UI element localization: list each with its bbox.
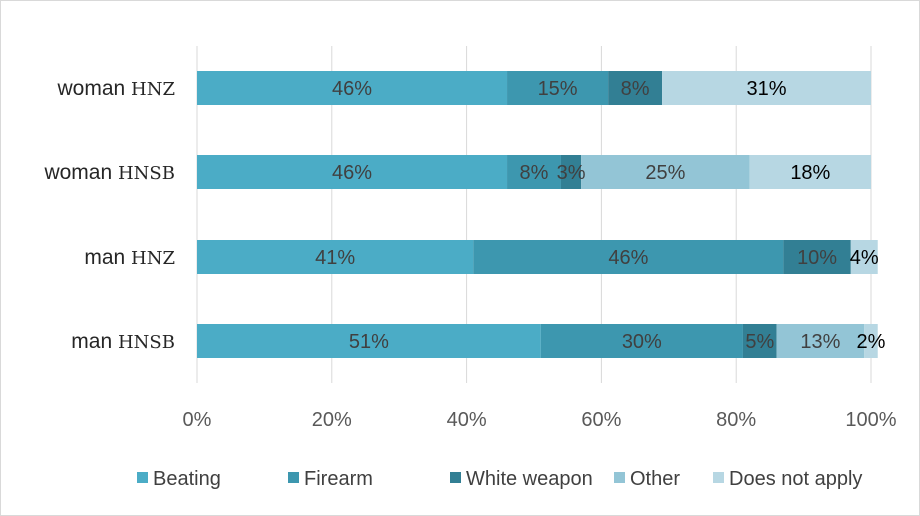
legend-label: Does not apply bbox=[729, 468, 862, 490]
bar-segment bbox=[749, 155, 871, 189]
data-label: 46% bbox=[332, 78, 372, 100]
data-label: 8% bbox=[520, 162, 549, 184]
data-label: 8% bbox=[621, 78, 650, 100]
data-label: 15% bbox=[538, 78, 578, 100]
data-label: 18% bbox=[790, 162, 830, 184]
bar-segment bbox=[473, 240, 784, 274]
category-axis: woman HNZ woman HNSB man HNZ man HNSB bbox=[43, 77, 175, 353]
data-label: 4% bbox=[850, 247, 879, 269]
bar-segment bbox=[197, 324, 541, 358]
bar-segment bbox=[662, 71, 871, 105]
x-tick-label: 40% bbox=[447, 409, 487, 431]
data-label: 41% bbox=[315, 247, 355, 269]
bar-segment bbox=[560, 155, 582, 189]
legend-swatch bbox=[288, 472, 299, 483]
bar-segment bbox=[783, 240, 851, 274]
legend-swatch bbox=[137, 472, 148, 483]
x-tick-label: 80% bbox=[716, 409, 756, 431]
bar-segment bbox=[540, 324, 743, 358]
data-label: 46% bbox=[608, 247, 648, 269]
legend-label: White weapon bbox=[466, 468, 593, 490]
legend-label: Beating bbox=[153, 468, 221, 490]
category-label: man HNZ bbox=[84, 246, 175, 269]
category-label: man HNSB bbox=[71, 330, 175, 353]
data-label: 10% bbox=[797, 247, 837, 269]
bar-segment bbox=[608, 71, 663, 105]
data-label: 2% bbox=[857, 331, 886, 353]
data-label: 31% bbox=[747, 78, 787, 100]
bar-segment bbox=[864, 324, 878, 358]
data-labels: 46% 15% 8% 31% 46% 8% 3% 25% 18% 41% 46% 10% 4% 51% 30… bbox=[315, 78, 886, 353]
data-label: 51% bbox=[349, 331, 389, 353]
legend-swatch bbox=[614, 472, 625, 483]
bar-segment bbox=[776, 324, 865, 358]
bar-segment bbox=[850, 240, 878, 274]
legend: Beating Firearm White weapon Other Does not … bbox=[137, 468, 862, 490]
bar-segment bbox=[742, 324, 777, 358]
bar-segment bbox=[197, 155, 508, 189]
data-label: 46% bbox=[332, 162, 372, 184]
data-label: 5% bbox=[745, 331, 774, 353]
legend-swatch bbox=[450, 472, 461, 483]
category-label: woman HNSB bbox=[43, 161, 175, 184]
data-label: 25% bbox=[645, 162, 685, 184]
data-label: 13% bbox=[800, 331, 840, 353]
x-tick-label: 60% bbox=[581, 409, 621, 431]
x-tick-label: 20% bbox=[312, 409, 352, 431]
value-axis: 0% 20% 40% 60% 80% 100% bbox=[183, 409, 897, 431]
bar-segment bbox=[507, 155, 561, 189]
category-label: woman HNZ bbox=[57, 77, 176, 100]
legend-label: Other bbox=[630, 468, 680, 490]
legend-swatch bbox=[713, 472, 724, 483]
data-label: 30% bbox=[622, 331, 662, 353]
bar-segment bbox=[507, 71, 609, 105]
bar-segment bbox=[581, 155, 750, 189]
data-label: 3% bbox=[557, 162, 586, 184]
x-tick-label: 100% bbox=[845, 409, 896, 431]
legend-label: Firearm bbox=[304, 468, 373, 490]
x-tick-label: 0% bbox=[183, 409, 212, 431]
bar-segment bbox=[197, 240, 474, 274]
bars bbox=[197, 71, 878, 358]
bar-segment bbox=[197, 71, 508, 105]
